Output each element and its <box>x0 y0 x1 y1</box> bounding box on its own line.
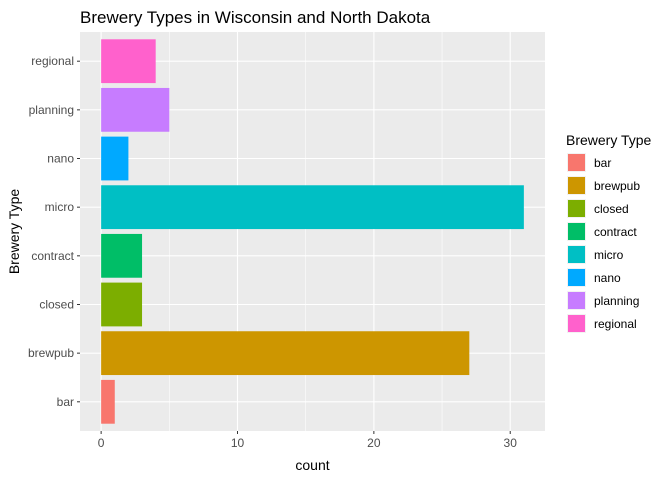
legend-label: bar <box>594 156 611 170</box>
y-tick-label: regional <box>31 54 74 68</box>
bar-regional <box>101 39 156 84</box>
bar-closed <box>101 282 143 327</box>
bar-nano <box>101 136 129 181</box>
legend-swatch-contract <box>568 223 585 240</box>
legend-label: brewpub <box>594 179 640 193</box>
y-tick-label: closed <box>39 297 74 311</box>
y-tick-label: brewpub <box>28 346 74 360</box>
chart-title: Brewery Types in Wisconsin and North Dak… <box>80 8 431 27</box>
legend-label: nano <box>594 271 621 285</box>
bar-brewpub <box>101 331 470 376</box>
bar-planning <box>101 87 170 132</box>
legend-swatch-micro <box>568 246 585 263</box>
legend-swatch-planning <box>568 292 585 309</box>
x-axis-title: count <box>295 457 329 473</box>
x-tick-label: 30 <box>504 436 518 450</box>
legend-label: planning <box>594 294 639 308</box>
legend-label: contract <box>594 225 637 239</box>
bar-micro <box>101 185 524 230</box>
y-axis-title: Brewery Type <box>6 189 22 275</box>
y-tick-label: micro <box>45 200 75 214</box>
y-tick-label: planning <box>29 103 74 117</box>
legend-swatch-regional <box>568 315 585 332</box>
legend-swatch-brewpub <box>568 177 585 194</box>
legend-label: regional <box>594 317 637 331</box>
legend-swatch-closed <box>568 200 585 217</box>
legend-label: closed <box>594 202 629 216</box>
x-tick-label: 10 <box>231 436 245 450</box>
legend-swatch-nano <box>568 269 585 286</box>
axis-ticks: bar brewpub closed contract micro nano plannin… <box>28 54 517 450</box>
y-tick-label: bar <box>57 395 74 409</box>
legend-swatch-bar <box>568 154 585 171</box>
y-tick-label: contract <box>31 249 74 263</box>
bar-bar <box>101 379 115 424</box>
bars <box>101 39 524 424</box>
legend-label: micro <box>594 248 624 262</box>
x-tick-label: 20 <box>367 436 381 450</box>
legend-items: bar brewpub closed contract micro nano plannin… <box>567 153 640 333</box>
legend-title: Brewery Type <box>566 132 652 148</box>
legend: Brewery Type bar brewpub closed contract mic… <box>566 132 652 333</box>
bar-contract <box>101 233 143 278</box>
x-tick-label: 0 <box>98 436 105 450</box>
y-tick-label: nano <box>47 152 74 166</box>
